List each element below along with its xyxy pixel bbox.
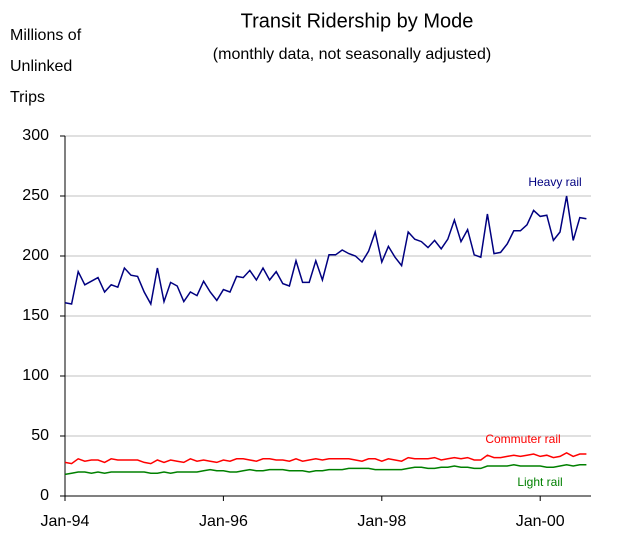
- series-label: Heavy rail: [528, 175, 581, 189]
- x-tick-label: Jan-96: [199, 513, 248, 530]
- y-axis-label: Millions of: [10, 27, 82, 44]
- y-tick-label: 50: [31, 427, 49, 444]
- series-line: [64, 464, 587, 476]
- y-tick-label: 100: [22, 367, 49, 384]
- x-tick-label: Jan-94: [41, 513, 90, 530]
- y-tick-label: 250: [22, 187, 49, 204]
- series-line: [64, 195, 587, 307]
- y-tick-label: 0: [40, 487, 49, 504]
- y-tick-label: 300: [22, 127, 49, 144]
- y-tick-label: 150: [22, 307, 49, 324]
- x-tick-label: Jan-98: [357, 513, 406, 530]
- y-axis-label: Unlinked: [10, 58, 72, 75]
- chart-title: Transit Ridership by Mode: [241, 10, 474, 32]
- chart-subtitle: (monthly data, not seasonally adjusted): [213, 46, 491, 63]
- series-label: Light rail: [517, 475, 562, 489]
- series-line: [64, 451, 587, 465]
- y-tick-label: 200: [22, 247, 49, 264]
- x-tick-label: Jan-00: [516, 513, 565, 530]
- series-label: Commuter rail: [485, 432, 560, 446]
- y-axis-label: Trips: [10, 89, 45, 106]
